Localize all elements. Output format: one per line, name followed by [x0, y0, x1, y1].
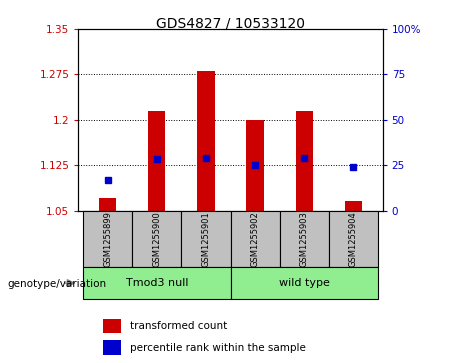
Bar — [132, 211, 182, 267]
Bar — [83, 267, 230, 299]
Bar — [345, 201, 362, 211]
Text: percentile rank within the sample: percentile rank within the sample — [130, 343, 306, 352]
Text: GDS4827 / 10533120: GDS4827 / 10533120 — [156, 16, 305, 30]
Text: GSM1255900: GSM1255900 — [153, 211, 161, 266]
Bar — [99, 199, 116, 211]
Bar — [103, 319, 121, 333]
Bar — [148, 111, 165, 211]
Text: Tmod3 null: Tmod3 null — [126, 278, 188, 288]
Bar — [83, 211, 132, 267]
Text: genotype/variation: genotype/variation — [7, 279, 106, 289]
Bar — [230, 211, 279, 267]
Bar — [329, 211, 378, 267]
Text: GSM1255901: GSM1255901 — [201, 211, 211, 266]
Bar — [247, 120, 264, 211]
Text: GSM1255903: GSM1255903 — [300, 211, 308, 266]
Bar — [296, 111, 313, 211]
Bar — [279, 211, 329, 267]
Bar — [230, 267, 378, 299]
Text: GSM1255899: GSM1255899 — [103, 211, 112, 266]
Text: wild type: wild type — [278, 278, 330, 288]
Bar — [103, 340, 121, 355]
Text: transformed count: transformed count — [130, 321, 227, 331]
Text: GSM1255904: GSM1255904 — [349, 211, 358, 266]
Text: GSM1255902: GSM1255902 — [250, 211, 260, 266]
Bar — [182, 211, 230, 267]
Bar — [197, 72, 214, 211]
